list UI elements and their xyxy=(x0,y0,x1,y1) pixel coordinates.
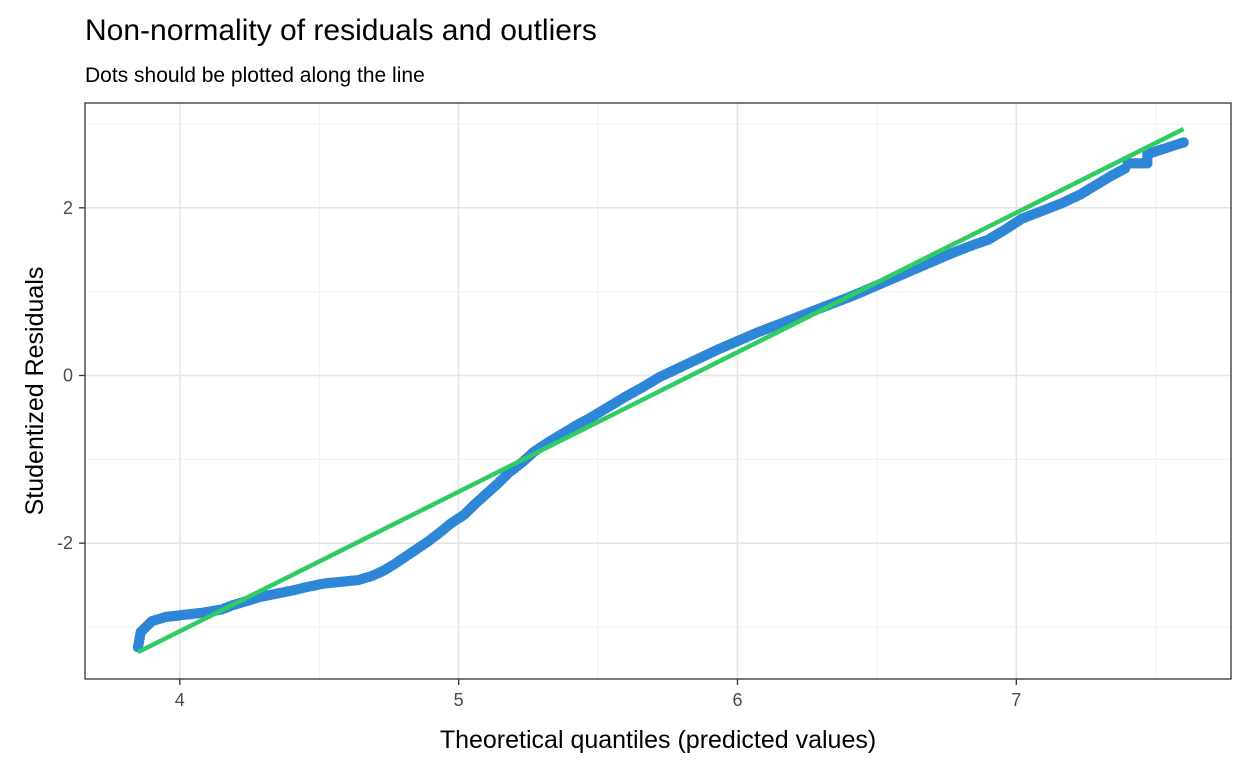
x-axis-title: Theoretical quantiles (predicted values) xyxy=(440,726,876,754)
x-tick-label: 5 xyxy=(454,690,464,710)
y-tick-label: 2 xyxy=(63,198,73,218)
y-axis-title: Studentized Residuals xyxy=(21,267,49,516)
residual-points xyxy=(132,137,1189,653)
y-tick-label: -2 xyxy=(57,533,73,553)
axis-ticks: 4 5 6 7 -2 0 2 xyxy=(57,198,1021,710)
chart-subtitle: Dots should be plotted along the line xyxy=(85,64,425,87)
panel-border xyxy=(84,102,1232,680)
reference-line-layer xyxy=(136,126,1185,655)
y-tick-label: 0 xyxy=(63,365,73,385)
x-tick-label: 4 xyxy=(175,690,185,710)
reference-line xyxy=(136,126,1185,655)
residual-point xyxy=(1178,137,1189,148)
chart-title: Non-normality of residuals and outliers xyxy=(85,14,597,47)
x-tick-label: 6 xyxy=(732,690,742,710)
x-tick-label: 7 xyxy=(1011,690,1021,710)
